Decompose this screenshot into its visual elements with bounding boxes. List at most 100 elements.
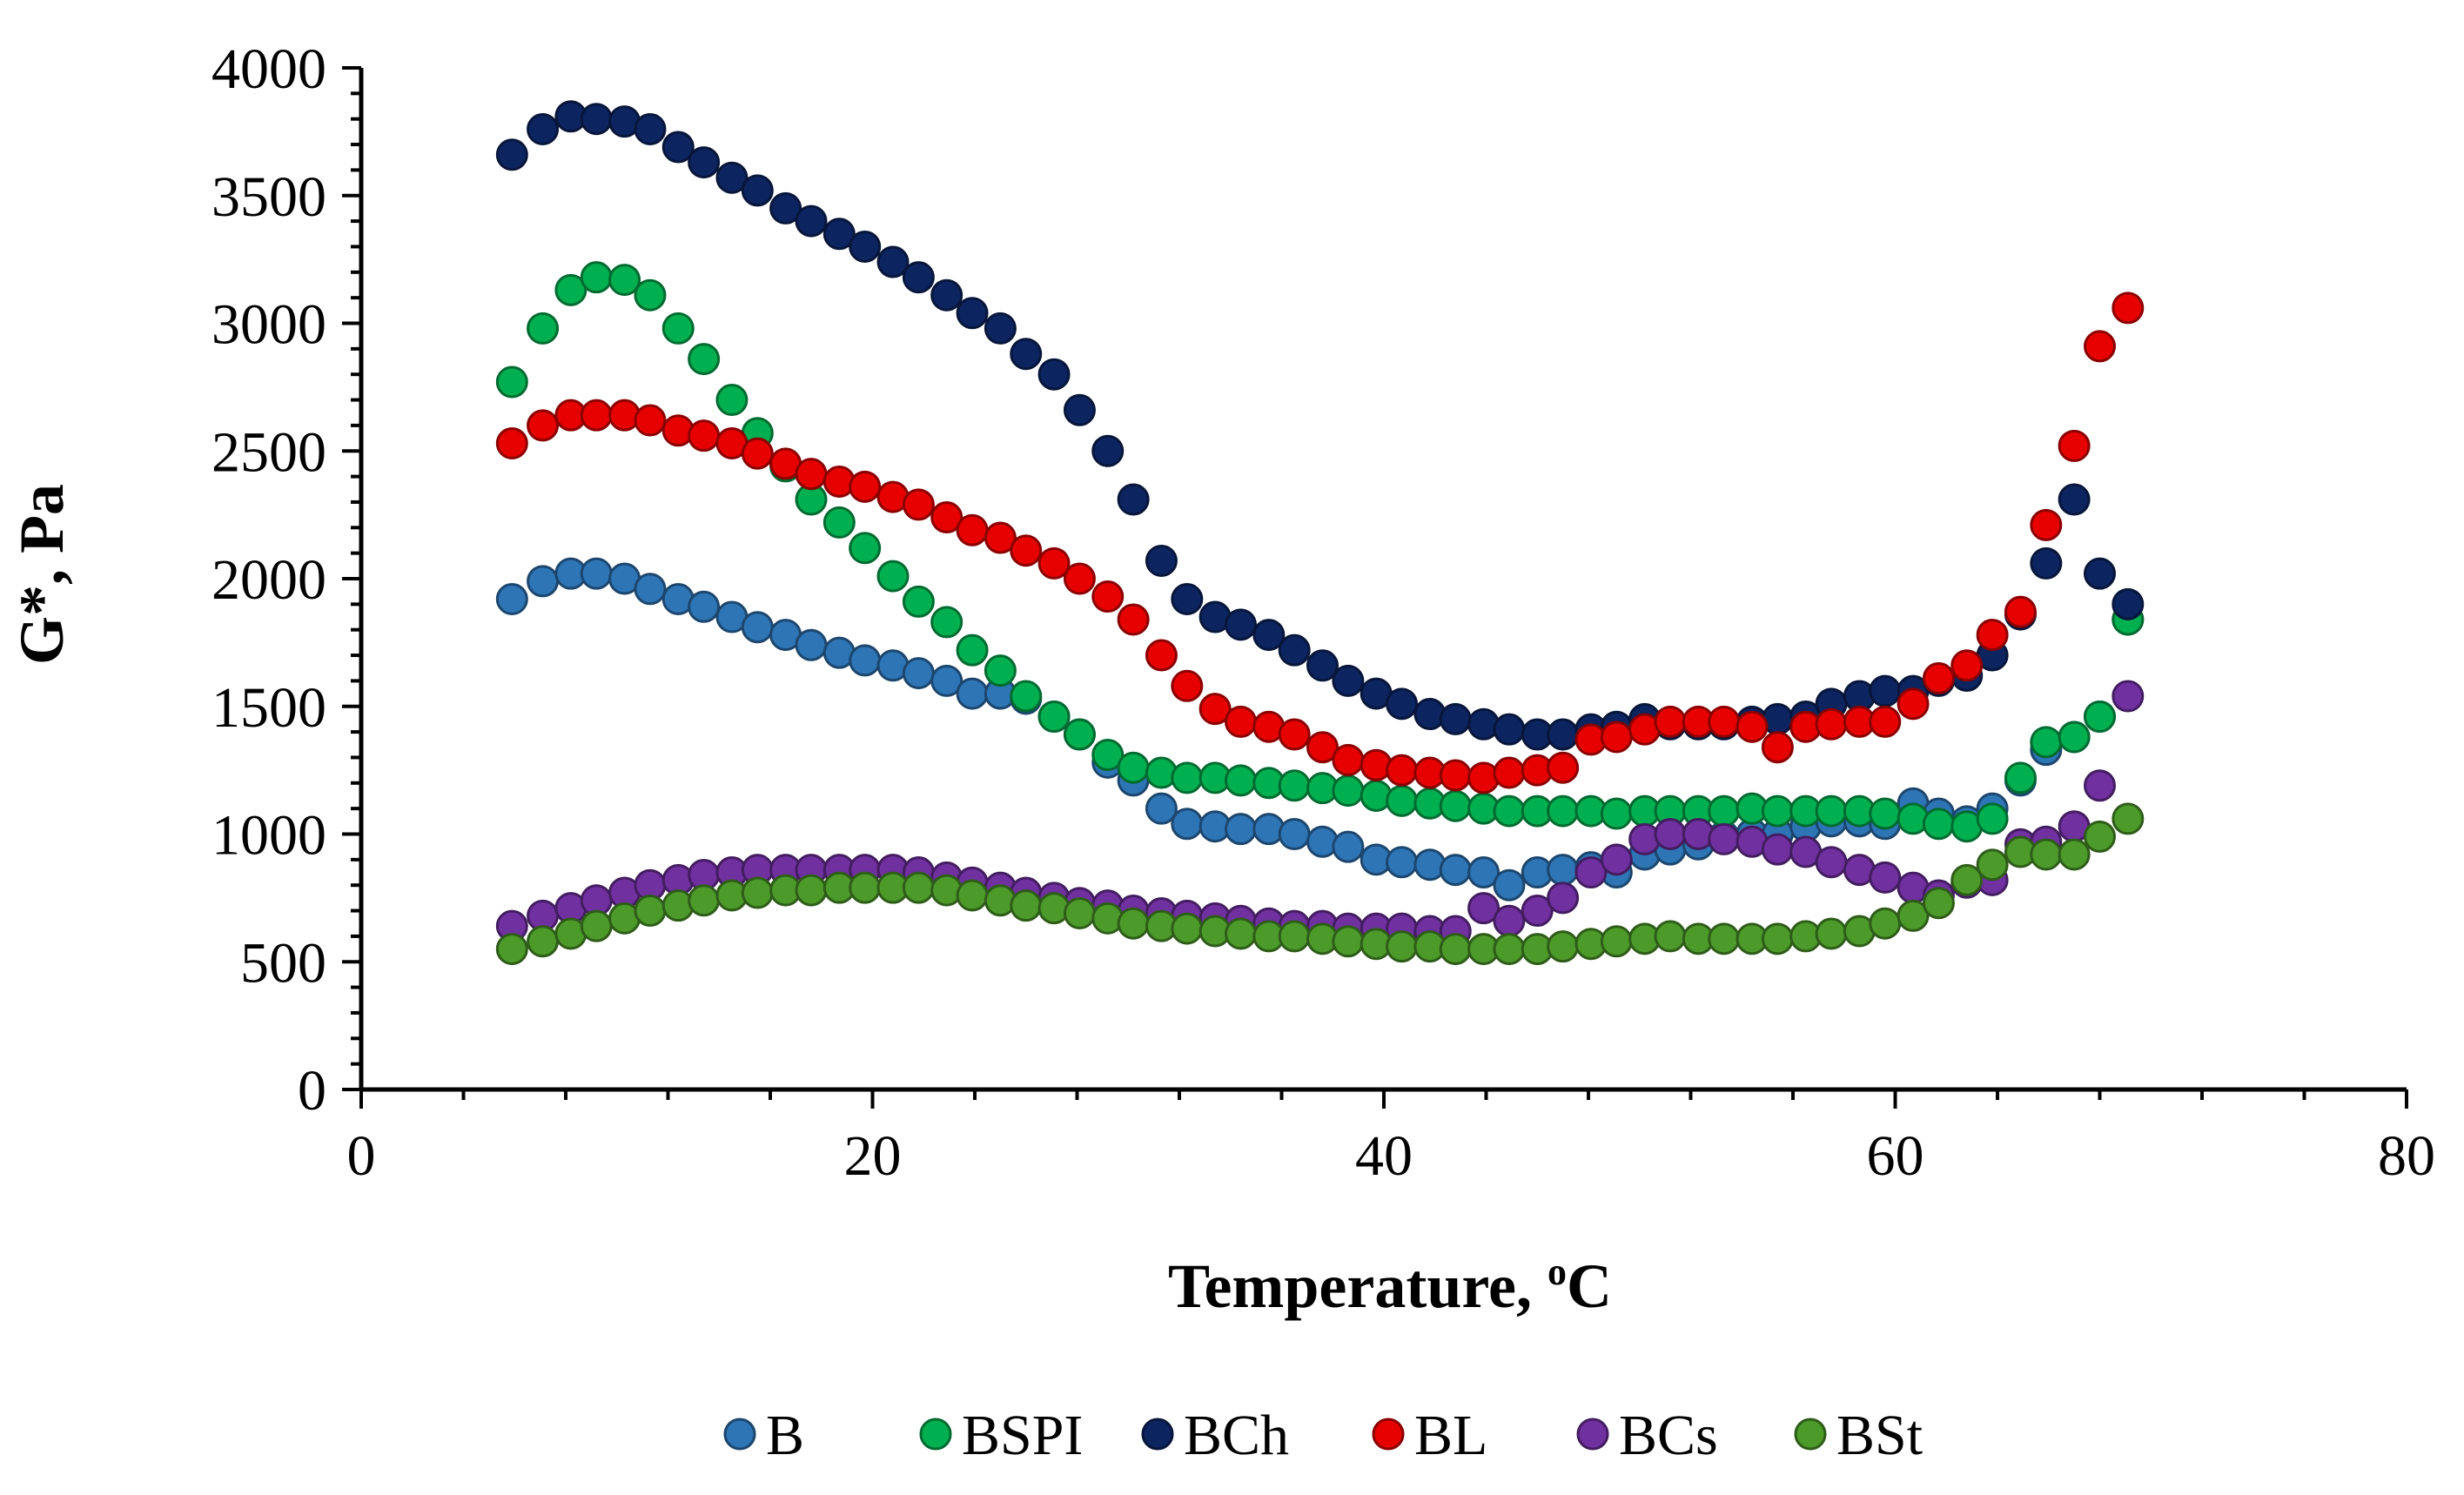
- data-point: [1600, 925, 1633, 958]
- data-point: [1976, 619, 2009, 652]
- y-tick-label: 3500: [211, 165, 326, 229]
- data-point: [1869, 797, 1902, 830]
- data-point: [688, 419, 721, 453]
- data-point: [1278, 634, 1311, 667]
- data-point: [495, 365, 528, 399]
- data-point: [2004, 595, 2037, 628]
- y-tick-label: 4000: [211, 37, 326, 101]
- data-point: [1708, 794, 1741, 828]
- legend-marker-b: [723, 1418, 756, 1451]
- y-tick-label: 2500: [211, 420, 326, 484]
- data-point: [956, 879, 989, 912]
- data-point: [527, 565, 560, 598]
- data-point: [1897, 687, 1930, 721]
- data-point: [1547, 930, 1580, 963]
- data-point: [1869, 674, 1902, 707]
- data-point: [1225, 813, 1257, 846]
- data-point: [1493, 713, 1526, 746]
- legend-marker-bspi: [919, 1418, 952, 1451]
- data-point: [1063, 562, 1096, 595]
- data-point: [2030, 546, 2063, 580]
- data-point: [1225, 917, 1257, 950]
- data-point: [715, 384, 749, 417]
- data-point: [1547, 751, 1580, 784]
- data-point: [902, 585, 935, 618]
- data-point: [1386, 846, 1419, 879]
- data-point: [795, 204, 828, 238]
- data-point: [1171, 761, 1204, 794]
- data-point: [2084, 330, 2116, 363]
- data-point: [1252, 619, 1286, 652]
- legend-marker-bst: [1794, 1418, 1827, 1451]
- data-point: [608, 264, 641, 297]
- data-point: [2084, 769, 2116, 802]
- data-point: [2112, 680, 2145, 713]
- data-point: [2058, 483, 2091, 516]
- data-point: [1332, 830, 1365, 863]
- series-bl: [495, 292, 2145, 794]
- data-point: [741, 611, 774, 644]
- data-point: [876, 560, 910, 593]
- data-point: [495, 582, 528, 615]
- data-point: [795, 628, 828, 661]
- data-point: [1145, 639, 1178, 672]
- x-axis-title-text: Temperature,: [1168, 1251, 1548, 1321]
- legend-marker-bcs: [1576, 1418, 1609, 1451]
- data-point: [1922, 887, 1955, 920]
- data-point: [1117, 751, 1150, 784]
- data-point: [849, 230, 882, 263]
- data-point: [1306, 731, 1339, 764]
- data-point: [495, 426, 528, 459]
- data-point: [688, 343, 721, 376]
- data-point: [495, 138, 528, 171]
- data-point: [930, 606, 963, 639]
- data-point: [849, 644, 882, 677]
- data-point: [554, 273, 587, 306]
- data-point: [1225, 608, 1257, 641]
- data-point: [902, 871, 935, 904]
- data-point: [1117, 483, 1150, 516]
- data-point: [1386, 784, 1419, 817]
- data-point: [1976, 802, 2009, 835]
- data-point: [741, 437, 774, 470]
- y-axis-title: G*, Pa: [7, 484, 77, 665]
- data-point: [1306, 649, 1339, 682]
- x-tick-label: 60: [1867, 1124, 1924, 1188]
- data-point: [1145, 544, 1178, 577]
- data-point: [984, 312, 1017, 345]
- data-point: [634, 895, 667, 928]
- data-point: [1547, 794, 1580, 828]
- data-point: [795, 874, 828, 907]
- x-axis-title-superscript: o: [1548, 1250, 1567, 1293]
- data-point: [1439, 789, 1472, 822]
- data-point: [984, 521, 1017, 554]
- data-point: [849, 871, 882, 904]
- data-point: [1761, 794, 1794, 828]
- data-point: [580, 909, 613, 942]
- data-point: [1225, 764, 1257, 797]
- data-point: [1010, 680, 1043, 713]
- data-point: [661, 131, 695, 164]
- data-point: [1091, 580, 1125, 613]
- data-point: [1521, 895, 1554, 928]
- data-point: [1761, 731, 1794, 764]
- data-point: [1815, 917, 1848, 950]
- y-tick-label: 3000: [211, 293, 326, 357]
- data-point: [1815, 707, 1848, 741]
- data-point: [1950, 863, 1984, 896]
- data-point: [2030, 726, 2063, 759]
- data-point: [1761, 922, 1794, 955]
- x-ticks: 0 20 40 60 80: [347, 1089, 2435, 1188]
- data-point: [580, 103, 613, 136]
- data-point: [580, 261, 613, 294]
- data-point: [2004, 761, 2037, 794]
- data-point: [1332, 774, 1365, 808]
- data-point: [849, 532, 882, 565]
- x-tick-label: 0: [347, 1124, 376, 1188]
- y-tick-label: 1500: [211, 676, 326, 740]
- data-point: [1869, 907, 1902, 940]
- data-point: [1063, 896, 1096, 929]
- data-point: [2112, 292, 2145, 325]
- data-point: [2112, 587, 2145, 620]
- legend-marker-bch: [1141, 1418, 1174, 1451]
